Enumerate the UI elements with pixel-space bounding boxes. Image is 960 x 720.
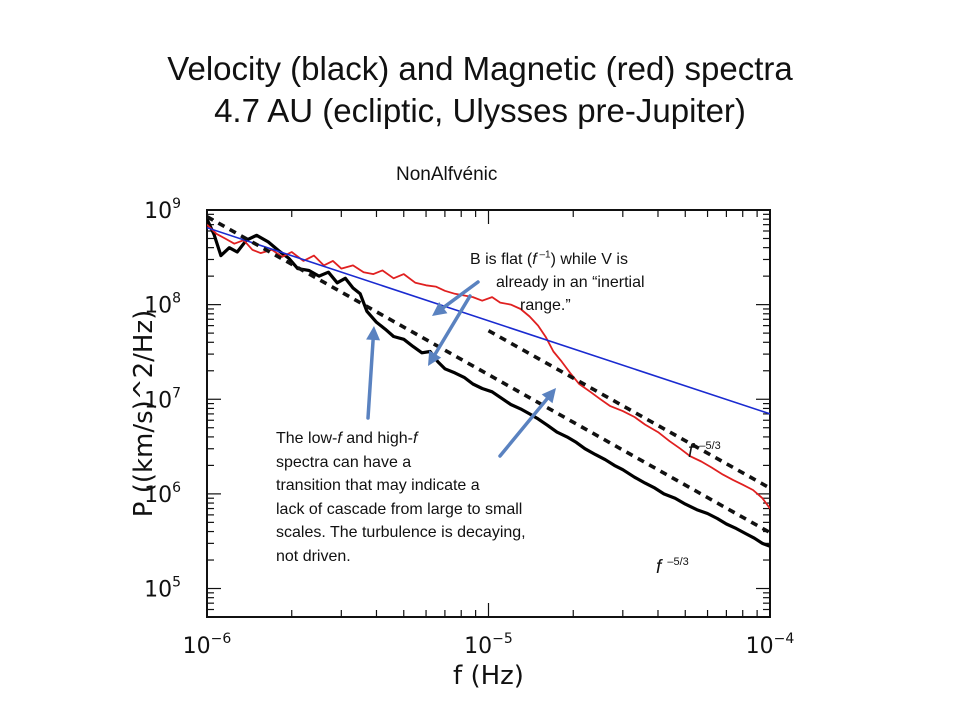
slide-title-line2: 4.7 AU (ecliptic, Ulysses pre-Jupiter)	[214, 92, 746, 129]
series-group	[207, 215, 770, 548]
arrow-shaft	[498, 397, 549, 458]
y-tick-label: 108	[144, 291, 181, 319]
series-line-reference-lower	[207, 215, 770, 535]
annotation-transition-line5: scales. The turbulence is decaying,	[276, 524, 526, 541]
annotation-transition-line1: The low-f and high-f	[276, 430, 418, 447]
arrow-head	[366, 326, 381, 341]
x-tick-label: 10−6	[183, 631, 232, 659]
arrow-head	[428, 350, 442, 366]
series-line-reference-upper	[487, 329, 770, 490]
arrow-to-velocity	[428, 294, 472, 366]
arrow-to-magnetic	[432, 280, 480, 316]
arrow-shaft	[366, 338, 375, 420]
arrow-shaft	[441, 280, 480, 310]
x-tick-label: 10−5	[464, 631, 513, 659]
x-tick-label: 10−4	[746, 631, 795, 659]
arrow-head	[432, 302, 448, 316]
y-tick-label: 109	[144, 196, 181, 224]
y-tick-label: 107	[144, 385, 181, 413]
y-tick-label: 105	[144, 575, 181, 603]
x-axis-label: f (Hz)	[453, 661, 524, 691]
series-line-reference-flat	[207, 226, 770, 415]
annotation-transition-line6: not driven.	[276, 547, 351, 565]
slope-label-upper: f –5/3	[688, 440, 721, 462]
arrow-shaft	[433, 294, 472, 356]
arrow-to-magnetic-break	[498, 388, 556, 458]
annotation-transition-line3: transition that may indicate a	[276, 477, 480, 494]
annotation-flat-line3: range.”	[520, 297, 571, 315]
plot-subtitle: NonAlfvénic	[396, 164, 498, 185]
annotation-transition-line2: spectra can have a	[276, 453, 412, 471]
annotation-arrows	[366, 280, 556, 458]
slope-label-lower: f –5/3	[656, 556, 689, 578]
y-axis-label: P ((km/s)^2/Hz)	[129, 310, 159, 518]
annotation-transition: The low-f and high-f spectra can have a …	[276, 427, 596, 568]
annotation-flat-spectrum: B is flat (f –1) while V is already in a…	[470, 244, 700, 317]
annotation-transition-line4: lack of cascade from large to small	[276, 500, 523, 518]
annotation-flat-line2: already in an “inertial	[496, 274, 645, 292]
series-line-magnetic	[207, 224, 770, 510]
arrow-to-velocity-break	[366, 326, 381, 420]
slide-title-line1: Velocity (black) and Magnetic (red) spec…	[167, 50, 793, 87]
arrow-head	[541, 388, 556, 404]
y-tick-label: 106	[144, 480, 181, 508]
annotation-flat-line1: B is flat (f –1) while V is	[470, 250, 628, 269]
